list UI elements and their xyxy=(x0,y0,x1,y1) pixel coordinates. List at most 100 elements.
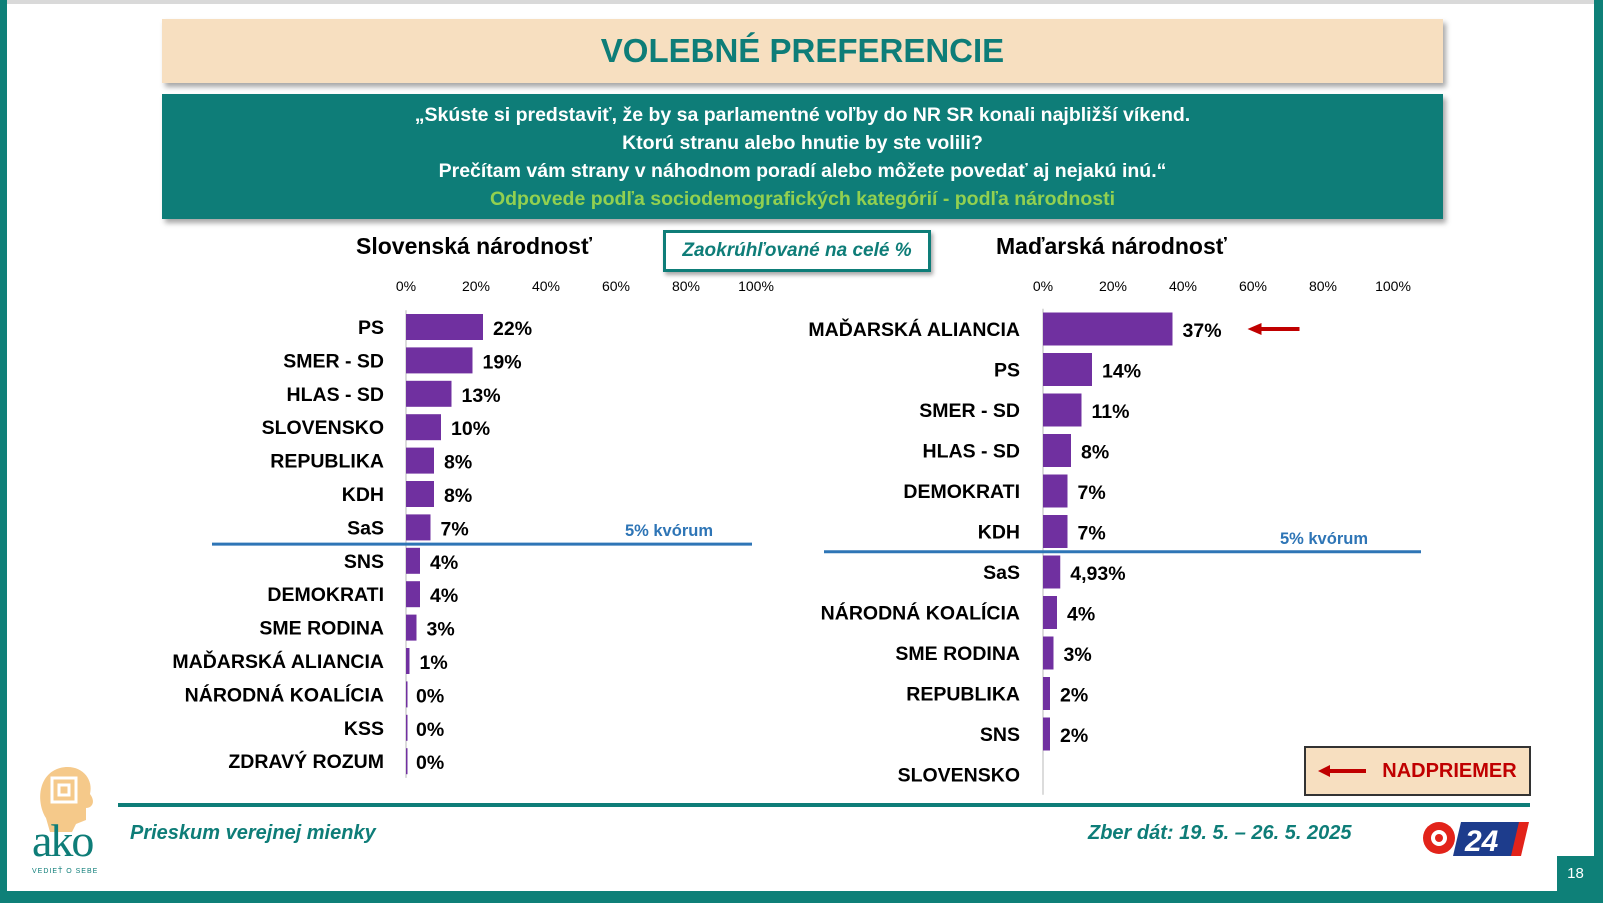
bar xyxy=(406,314,483,340)
ako-logo: ako VEDIEŤ O SEBE xyxy=(28,762,123,880)
category-label: DEMOKRATI xyxy=(903,481,1020,503)
x-tick-label: 20% xyxy=(462,278,490,294)
bar xyxy=(406,347,473,374)
slide-title-banner: VOLEBNÉ PREFERENCIE xyxy=(162,19,1443,83)
ako-logo-tagline: VEDIEŤ O SEBE xyxy=(32,868,99,875)
data-label: 0% xyxy=(416,685,444,707)
data-label: 10% xyxy=(451,418,490,440)
data-label: 3% xyxy=(1064,644,1092,666)
data-label: 2% xyxy=(1060,685,1088,707)
bar xyxy=(406,714,408,741)
data-label: 8% xyxy=(444,485,472,507)
category-label: PS xyxy=(994,360,1020,382)
bar xyxy=(406,748,408,775)
footer-divider xyxy=(118,803,1530,807)
category-label: NÁRODNÁ KOALÍCIA xyxy=(821,602,1020,625)
data-label: 3% xyxy=(427,619,455,641)
frame-bottom-border xyxy=(0,891,1603,903)
bar xyxy=(1043,677,1050,710)
category-label: REPUBLIKA xyxy=(270,451,384,473)
ako-head-icon xyxy=(40,767,93,832)
x-tick-label: 0% xyxy=(1033,278,1053,294)
category-label: PS xyxy=(358,317,384,339)
rounding-note: Zaokrúhľované na celé % xyxy=(663,230,931,272)
category-label: MAĎARSKÁ ALIANCIA xyxy=(808,317,1020,341)
bar xyxy=(406,447,434,474)
bar xyxy=(1043,717,1050,751)
category-label: MAĎARSKÁ ALIANCIA xyxy=(172,649,384,673)
data-label: 37% xyxy=(1183,320,1222,342)
x-tick-label: 0% xyxy=(396,278,416,294)
footer-date: Zber dát: 19. 5. – 26. 5. 2025 xyxy=(1088,822,1352,844)
quorum-label: 5% kvórum xyxy=(1280,530,1368,548)
bar xyxy=(406,581,420,608)
bar xyxy=(406,380,452,407)
data-label: 1% xyxy=(420,652,448,674)
category-label: SNS xyxy=(344,551,384,573)
x-tick-label: 80% xyxy=(1309,278,1337,294)
data-label: 4% xyxy=(430,552,458,574)
category-label: KSS xyxy=(344,718,384,740)
bar xyxy=(1043,474,1068,508)
category-label: ZDRAVÝ ROZUM xyxy=(228,749,384,773)
ako-logo-text: ako xyxy=(32,815,94,866)
category-label: SME RODINA xyxy=(895,643,1020,665)
question-line-1: „Skúste si predstaviť, že by sa parlamen… xyxy=(414,104,1191,126)
page-number: 18 xyxy=(1557,856,1594,891)
category-label: SNS xyxy=(980,724,1020,746)
x-tick-label: 40% xyxy=(532,278,560,294)
bar xyxy=(1043,312,1173,346)
category-label: SME RODINA xyxy=(259,618,384,640)
data-label: 4% xyxy=(1067,604,1095,626)
rounding-note-text: Zaokrúhľované na celé % xyxy=(682,240,912,261)
x-tick-label: 80% xyxy=(672,278,700,294)
data-label: 2% xyxy=(1060,725,1088,747)
data-label: 8% xyxy=(1081,442,1109,464)
bar xyxy=(1043,555,1061,589)
footer-source: Prieskum verejnej mienky xyxy=(130,822,376,844)
chart-title-hungarian: Maďarská národnosť xyxy=(996,233,1227,259)
left-arrow-icon xyxy=(1318,765,1367,777)
category-label: SaS xyxy=(983,562,1020,584)
bar xyxy=(406,648,410,674)
bar xyxy=(1043,353,1092,386)
data-label: 0% xyxy=(416,752,444,774)
data-label: 22% xyxy=(493,318,532,340)
legend-box: NADPRIEMER xyxy=(1304,746,1531,796)
data-label: 0% xyxy=(416,719,444,741)
bar xyxy=(406,547,420,574)
bar xyxy=(1043,596,1057,629)
bar xyxy=(406,514,431,541)
category-label: KDH xyxy=(342,484,384,506)
bar xyxy=(1043,434,1071,467)
category-label: SLOVENSKO xyxy=(898,765,1020,787)
data-label: 8% xyxy=(444,452,472,474)
bar xyxy=(406,614,417,641)
bar xyxy=(1043,393,1082,427)
data-label: 7% xyxy=(441,518,469,540)
category-label: KDH xyxy=(978,522,1020,544)
bar xyxy=(1043,636,1054,670)
data-label: 4% xyxy=(430,585,458,607)
data-label: 14% xyxy=(1102,361,1141,383)
category-label: NÁRODNÁ KOALÍCIA xyxy=(185,683,384,706)
bar xyxy=(406,481,434,507)
x-tick-label: 100% xyxy=(1375,278,1411,294)
category-label: SMER - SD xyxy=(283,350,384,372)
x-tick-label: 100% xyxy=(738,278,774,294)
survey-question-box: „Skúste si predstaviť, že by sa parlamen… xyxy=(162,94,1443,219)
category-label: DEMOKRATI xyxy=(267,584,384,606)
question-line-2: Ktorú stranu alebo hnutie by ste volili? xyxy=(622,132,983,154)
highlight-arrow-icon xyxy=(1247,323,1300,335)
question-line-3: Prečítam vám strany v náhodnom poradí al… xyxy=(438,160,1167,182)
x-tick-label: 40% xyxy=(1169,278,1197,294)
category-label: SLOVENSKO xyxy=(262,417,384,439)
chart-title-slovak: Slovenská národnosť xyxy=(356,233,592,259)
category-label: HLAS - SD xyxy=(287,384,385,406)
data-label: 4,93% xyxy=(1070,563,1125,585)
tv24-logo-mark: 24 xyxy=(1423,822,1529,858)
bar xyxy=(406,414,441,441)
x-tick-label: 60% xyxy=(1239,278,1267,294)
quorum-label: 5% kvórum xyxy=(625,522,713,540)
frame-left-border xyxy=(0,0,7,903)
